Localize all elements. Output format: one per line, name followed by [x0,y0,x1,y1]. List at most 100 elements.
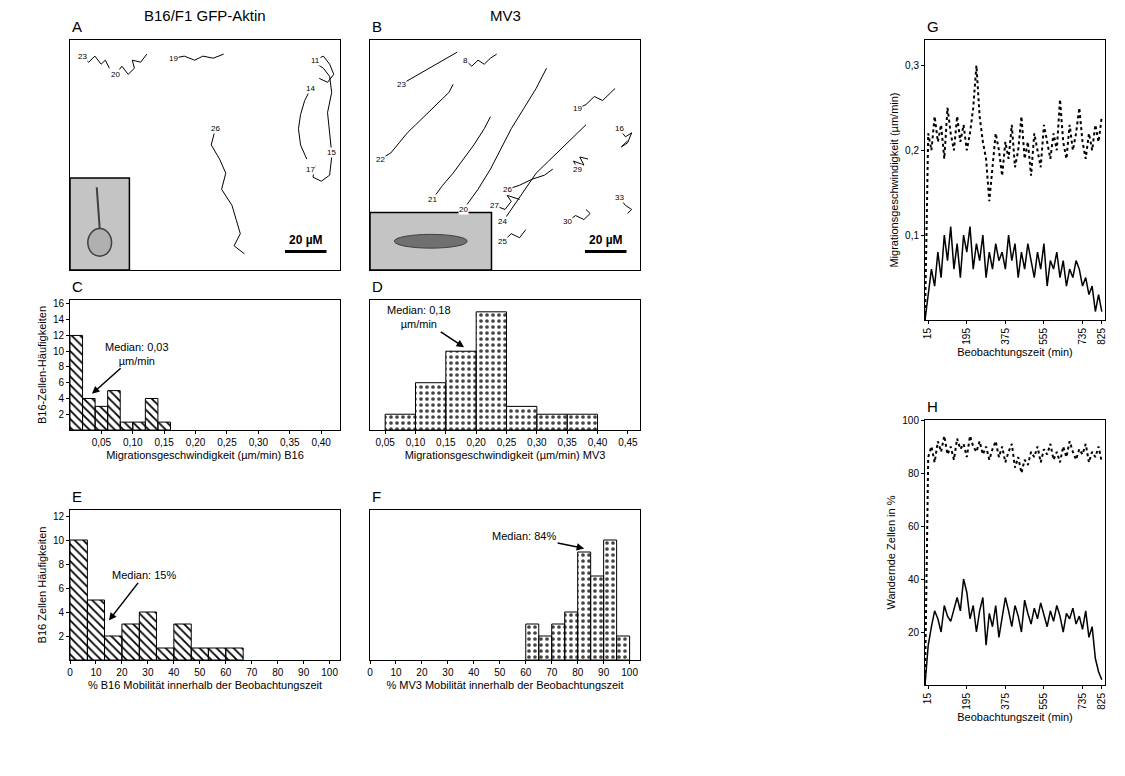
svg-text:20: 20 [111,70,120,79]
svg-text:0,35: 0,35 [557,437,577,448]
svg-text:80: 80 [272,667,284,678]
svg-text:15: 15 [922,328,933,340]
svg-text:21: 21 [428,195,437,204]
svg-text:C: C [72,278,83,295]
svg-text:825: 825 [1096,693,1107,710]
svg-text:29: 29 [573,165,582,174]
svg-text:H: H [927,398,938,415]
svg-text:60: 60 [908,521,920,532]
svg-text:100: 100 [621,667,638,678]
svg-text:100: 100 [902,415,919,426]
svg-text:80: 80 [908,468,920,479]
svg-text:0,10: 0,10 [406,437,426,448]
svg-text:Median: 0,03µm/min: Median: 0,03µm/min [105,341,169,367]
svg-text:B: B [372,18,382,35]
svg-text:A: A [72,18,82,35]
svg-text:50: 50 [194,667,206,678]
svg-text:23: 23 [397,80,406,89]
svg-text:B16-Zellen-Häufigkeiten: B16-Zellen-Häufigkeiten [36,306,48,424]
svg-text:0,30: 0,30 [249,437,269,448]
svg-text:2: 2 [58,631,64,642]
svg-text:0,15: 0,15 [154,437,174,448]
svg-text:16: 16 [615,124,624,133]
svg-text:25: 25 [498,237,507,246]
svg-text:G: G [927,18,939,35]
svg-text:20: 20 [116,667,128,678]
svg-text:20 µM: 20 µM [589,233,623,247]
svg-text:20: 20 [416,667,428,678]
svg-text:4: 4 [58,607,64,618]
svg-text:375: 375 [1000,328,1011,345]
svg-text:70: 70 [546,667,558,678]
svg-text:195: 195 [961,693,972,710]
svg-text:% B16 Mobilität innerhalb der: % B16 Mobilität innerhalb der Beobachtun… [88,679,322,691]
svg-text:Median: 15%: Median: 15% [112,569,176,581]
svg-text:0,1: 0,1 [905,230,919,241]
svg-text:0,25: 0,25 [217,437,237,448]
svg-text:90: 90 [598,667,610,678]
svg-text:40: 40 [168,667,180,678]
svg-text:Median: 0,18µm/min: Median: 0,18µm/min [387,304,451,330]
svg-text:10: 10 [90,667,102,678]
svg-text:0: 0 [367,667,373,678]
svg-text:Wandernde Zellen in %: Wandernde Zellen in % [885,495,897,609]
svg-text:Migrationsgeschwindigkeit (µm/: Migrationsgeschwindigkeit (µm/min) [888,92,900,267]
svg-text:15: 15 [922,693,933,705]
svg-text:0,30: 0,30 [527,437,547,448]
svg-text:555: 555 [1038,693,1049,710]
svg-text:0,25: 0,25 [497,437,517,448]
svg-text:12: 12 [53,330,65,341]
svg-text:6: 6 [58,377,64,388]
svg-text:26: 26 [211,124,220,133]
svg-text:20: 20 [459,205,468,214]
svg-text:15: 15 [327,148,336,157]
svg-text:735: 735 [1077,693,1088,710]
svg-text:8: 8 [58,361,64,372]
svg-text:0,10: 0,10 [123,437,143,448]
svg-text:735: 735 [1077,328,1088,345]
svg-text:27: 27 [490,201,499,210]
svg-text:F: F [372,488,381,505]
svg-text:50: 50 [494,667,506,678]
svg-text:12: 12 [53,511,65,522]
svg-text:0,45: 0,45 [618,437,638,448]
svg-text:26: 26 [503,185,512,194]
svg-text:Migrationsgeschwindigkeit (µm/: Migrationsgeschwindigkeit (µm/min) MV3 [405,449,606,461]
svg-text:60: 60 [220,667,232,678]
svg-text:30: 30 [563,217,572,226]
svg-text:0,40: 0,40 [311,437,331,448]
svg-text:100: 100 [321,667,338,678]
svg-text:33: 33 [615,193,624,202]
svg-text:16: 16 [53,298,65,309]
svg-text:6: 6 [58,583,64,594]
svg-text:0,15: 0,15 [436,437,456,448]
svg-text:0,40: 0,40 [588,437,608,448]
svg-text:8: 8 [58,559,64,570]
svg-text:0,20: 0,20 [466,437,486,448]
svg-text:70: 70 [246,667,258,678]
svg-text:30: 30 [142,667,154,678]
svg-text:0,2: 0,2 [905,145,919,156]
svg-text:0,05: 0,05 [375,437,395,448]
svg-text:40: 40 [468,667,480,678]
svg-text:375: 375 [1000,693,1011,710]
svg-text:0,20: 0,20 [186,437,206,448]
svg-text:20 µM: 20 µM [289,233,323,247]
svg-text:B16/F1 GFP-Aktin: B16/F1 GFP-Aktin [144,7,266,24]
svg-text:90: 90 [298,667,310,678]
svg-text:825: 825 [1096,328,1107,345]
svg-text:11: 11 [311,56,320,65]
svg-text:17: 17 [306,165,315,174]
svg-text:10: 10 [53,346,65,357]
svg-text:% MV3 Mobilität innerhalb der: % MV3 Mobilität innerhalb der Beobachtun… [386,679,623,691]
svg-text:Beobachtungszeit (min): Beobachtungszeit (min) [957,711,1073,723]
svg-text:0,05: 0,05 [92,437,112,448]
svg-text:0: 0 [67,667,73,678]
svg-text:20: 20 [908,627,920,638]
svg-text:B16 Zellen Häufigkeiten: B16 Zellen Häufigkeiten [36,527,48,644]
svg-text:8: 8 [463,56,468,65]
svg-text:14: 14 [306,84,315,93]
svg-text:Median: 84%: Median: 84% [492,530,556,542]
svg-text:Beobachtungszeit (min): Beobachtungszeit (min) [957,346,1073,358]
svg-text:2: 2 [58,409,64,420]
